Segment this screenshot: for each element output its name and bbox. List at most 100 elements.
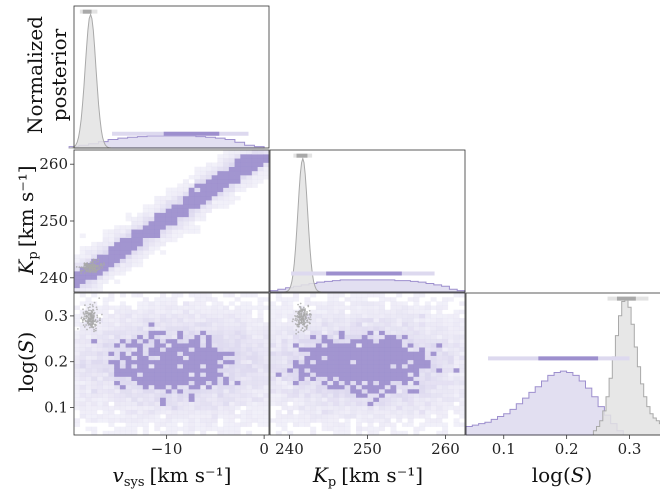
logs-ylabel: log(S): [14, 332, 38, 393]
joint-bin: [378, 334, 386, 340]
joint-bin: [114, 430, 121, 436]
joint-bin: [85, 372, 92, 377]
joint-bin: [292, 393, 299, 398]
joint-bin: [315, 359, 322, 365]
joint-bin: [251, 334, 258, 340]
joint-bin: [74, 343, 81, 348]
joint-bin: [142, 221, 149, 226]
joint-bin: [246, 293, 253, 298]
joint-bin: [79, 351, 86, 356]
joint-bin: [257, 376, 264, 382]
joint-bin: [91, 380, 98, 386]
joint-bin: [257, 389, 264, 394]
joint-bin: [240, 162, 247, 168]
narrow-sample-point: [94, 318, 97, 321]
narrow-sample-point: [85, 317, 87, 320]
joint-bin: [396, 384, 403, 390]
joint-bin: [378, 301, 386, 306]
joint-bin: [367, 414, 374, 419]
joint-bin: [217, 175, 224, 180]
joint-bin: [96, 279, 103, 284]
joint-bin: [177, 293, 184, 298]
joint-bin: [74, 376, 81, 382]
joint-bin: [390, 338, 397, 344]
joint-bin: [447, 351, 454, 356]
joint-bin: [424, 389, 431, 394]
narrow-sample-point: [90, 264, 93, 266]
joint-bin: [270, 397, 277, 402]
joint-bin: [407, 401, 414, 407]
joint-bin: [137, 318, 144, 323]
joint-bin: [205, 334, 212, 340]
narrow-sample-point: [298, 320, 300, 323]
joint-bin: [137, 334, 144, 340]
joint-bin: [436, 397, 443, 402]
joint-bin: [344, 322, 351, 327]
joint-bin: [137, 380, 144, 386]
joint-bin: [160, 297, 167, 302]
narrow-sample-point: [87, 309, 90, 312]
joint-bin: [321, 414, 328, 419]
joint-bin: [131, 426, 138, 432]
joint-bin: [160, 200, 167, 205]
joint-bin: [119, 262, 126, 268]
joint-bin: [263, 343, 270, 348]
joint-bin: [200, 191, 207, 197]
joint-bin: [148, 389, 155, 394]
joint-bin: [384, 397, 391, 402]
narrow-sample-point: [85, 264, 87, 267]
joint-bin: [234, 305, 241, 311]
joint-bin: [350, 301, 357, 306]
narrow-sample-point: [294, 319, 297, 321]
narrow-sample-point: [94, 325, 96, 327]
joint-bin: [447, 318, 454, 323]
joint-bin: [223, 179, 230, 184]
joint-bin: [281, 305, 288, 311]
joint-bin: [108, 326, 115, 331]
joint-bin: [373, 389, 380, 394]
joint-bin: [257, 158, 264, 163]
joint-bin: [102, 233, 109, 239]
joint-bin: [275, 430, 282, 436]
joint-bin: [114, 254, 121, 259]
joint-bin: [350, 409, 357, 415]
joint-bin: [182, 418, 190, 423]
joint-bin: [154, 208, 161, 213]
joint-bin: [91, 418, 98, 423]
joint-bin: [102, 359, 109, 365]
joint-bin: [378, 426, 386, 432]
joint-bin: [194, 376, 201, 382]
joint-bin: [171, 364, 178, 369]
joint-bin: [177, 233, 184, 239]
joint-bin: [108, 241, 115, 247]
joint-bin: [390, 372, 397, 377]
joint-bin: [234, 322, 241, 327]
joint-bin: [251, 359, 258, 365]
joint-bin: [419, 372, 426, 377]
joint-bin: [407, 368, 414, 373]
joint-bin: [240, 305, 247, 311]
joint-bin: [228, 175, 235, 180]
joint-bin: [344, 384, 351, 390]
joint-bin: [430, 418, 437, 423]
joint-bin: [131, 229, 138, 234]
y-tick-label-kp: 260: [39, 155, 68, 173]
joint-bin: [287, 309, 294, 315]
joint-bin: [344, 343, 351, 348]
joint-bin: [234, 175, 241, 180]
joint-bin: [228, 195, 235, 201]
joint-bin: [137, 397, 144, 402]
joint-bin: [228, 372, 235, 377]
joint-bin: [228, 418, 235, 423]
joint-bin: [459, 380, 466, 386]
joint-bin: [304, 422, 311, 427]
joint-bin: [79, 368, 86, 373]
joint-bin: [251, 397, 258, 402]
joint-bin: [137, 229, 144, 234]
joint-bin: [275, 309, 282, 315]
joint-bin: [430, 401, 437, 407]
joint-bin: [298, 351, 305, 356]
joint-bin: [419, 426, 426, 432]
joint-bin: [85, 409, 92, 415]
joint-bin: [188, 334, 195, 340]
